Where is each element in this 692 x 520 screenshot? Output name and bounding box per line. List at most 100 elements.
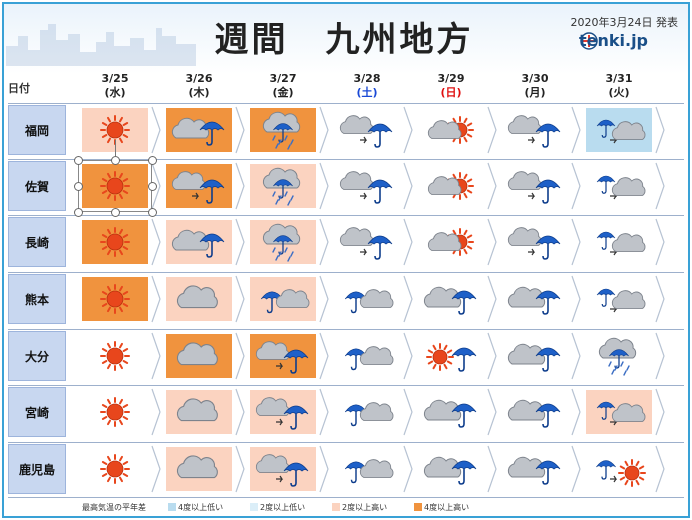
forecast-cell[interactable] <box>502 108 576 158</box>
resize-handle[interactable] <box>111 208 120 217</box>
selection-box[interactable] <box>78 160 152 212</box>
resize-handle[interactable] <box>111 156 120 165</box>
forecast-cell[interactable] <box>82 390 156 440</box>
city-label: 熊本 <box>8 274 66 324</box>
chevron-right-icon <box>655 162 665 210</box>
brand-name[interactable]: tenki.jp <box>578 31 648 50</box>
resize-handle[interactable] <box>148 182 157 191</box>
day-header-6: 3/31 (火) <box>582 72 656 100</box>
day-header-0: 3/25 (水) <box>78 72 152 100</box>
forecast-cell[interactable] <box>250 390 324 440</box>
forecast-cell[interactable] <box>418 277 492 327</box>
forecast-cell[interactable] <box>334 390 408 440</box>
chevron-right-icon <box>487 445 497 493</box>
chevron-right-icon <box>319 275 329 323</box>
forecast-cell[interactable] <box>418 108 492 158</box>
forecast-cell[interactable] <box>418 334 492 384</box>
chevron-right-icon <box>151 162 161 210</box>
cloudy-rain-icon <box>166 108 232 152</box>
forecast-cell[interactable] <box>502 277 576 327</box>
forecast-cell[interactable] <box>502 447 576 497</box>
cloudy-rain-icon <box>507 286 561 315</box>
forecast-cell[interactable] <box>502 164 576 214</box>
forecast-cell[interactable] <box>82 220 156 270</box>
forecast-cell[interactable] <box>82 334 156 384</box>
forecast-cell[interactable] <box>250 220 324 270</box>
resize-handle[interactable] <box>74 156 83 165</box>
forecast-cell[interactable] <box>334 108 408 158</box>
forecast-cell[interactable] <box>166 164 240 214</box>
resize-handle[interactable] <box>74 208 83 217</box>
cloudy-then-rain-icon <box>250 334 316 378</box>
chevron-right-icon <box>151 106 161 154</box>
forecast-cell[interactable] <box>250 447 324 497</box>
row-divider <box>8 442 684 443</box>
rain-cloudy-icon <box>250 277 316 321</box>
forecast-cell[interactable] <box>334 447 408 497</box>
chevron-right-icon <box>235 332 245 380</box>
chevron-right-icon <box>403 218 413 266</box>
city-label: 宮崎 <box>8 387 66 437</box>
row-divider <box>8 385 684 386</box>
forecast-cell[interactable] <box>418 390 492 440</box>
forecast-cell[interactable] <box>586 220 660 270</box>
forecast-cell[interactable] <box>82 108 156 158</box>
forecast-cell[interactable] <box>586 277 660 327</box>
legend-item-low2: 2度以上低い <box>250 502 305 514</box>
rain-cloudy-icon <box>344 346 394 371</box>
day-of-week: (火) <box>608 86 630 99</box>
forecast-cell[interactable] <box>502 220 576 270</box>
forecast-cell[interactable] <box>418 164 492 214</box>
forecast-cell[interactable] <box>166 108 240 158</box>
cloudy-then-rain-icon <box>507 227 561 260</box>
forecast-cell[interactable] <box>586 108 660 158</box>
city-label: 福岡 <box>8 105 66 155</box>
forecast-cell[interactable] <box>166 447 240 497</box>
forecast-cell[interactable] <box>82 447 156 497</box>
row-divider <box>8 329 684 330</box>
forecast-cell[interactable] <box>502 390 576 440</box>
forecast-cell[interactable] <box>586 447 660 497</box>
forecast-cell[interactable] <box>166 390 240 440</box>
cloudy-rain-icon <box>423 286 477 315</box>
forecast-cell[interactable] <box>250 108 324 158</box>
row-divider <box>8 497 684 498</box>
city-skyline-illustration <box>6 24 196 66</box>
forecast-cell[interactable] <box>82 277 156 327</box>
forecast-cell[interactable] <box>334 334 408 384</box>
forecast-cell[interactable] <box>586 390 660 440</box>
forecast-cell[interactable] <box>334 220 408 270</box>
forecast-cell[interactable] <box>250 334 324 384</box>
forecast-cell[interactable] <box>334 164 408 214</box>
forecast-cell[interactable] <box>250 277 324 327</box>
forecast-cell[interactable] <box>418 447 492 497</box>
chevron-right-icon <box>403 162 413 210</box>
rain-cloudy-icon <box>344 289 394 314</box>
forecast-cell[interactable] <box>586 164 660 214</box>
chevron-right-icon <box>235 162 245 210</box>
forecast-cell[interactable] <box>82 164 156 214</box>
chevron-right-icon <box>403 332 413 380</box>
forecast-cell[interactable] <box>166 277 240 327</box>
day-header-4: 3/29 (日) <box>414 72 488 100</box>
row-divider <box>8 272 684 273</box>
rain-icon <box>250 164 316 208</box>
forecast-cell[interactable] <box>334 277 408 327</box>
forecast-cell[interactable] <box>166 220 240 270</box>
forecast-cell[interactable] <box>586 334 660 384</box>
issued-date: 2020年3月24日 発表 <box>570 16 679 29</box>
day-date: 3/25 <box>101 72 129 85</box>
day-date: 3/31 <box>605 72 633 85</box>
forecast-cell[interactable] <box>418 220 492 270</box>
chevron-right-icon <box>571 106 581 154</box>
chevron-right-icon <box>571 218 581 266</box>
resize-handle[interactable] <box>74 182 83 191</box>
forecast-cell[interactable] <box>166 334 240 384</box>
forecast-cell[interactable] <box>250 164 324 214</box>
cloudy-rain-icon <box>166 220 232 264</box>
chevron-right-icon <box>151 218 161 266</box>
resize-handle[interactable] <box>148 208 157 217</box>
rain-then-cloudy-icon <box>596 231 646 256</box>
forecast-cell[interactable] <box>502 334 576 384</box>
resize-handle[interactable] <box>148 156 157 165</box>
